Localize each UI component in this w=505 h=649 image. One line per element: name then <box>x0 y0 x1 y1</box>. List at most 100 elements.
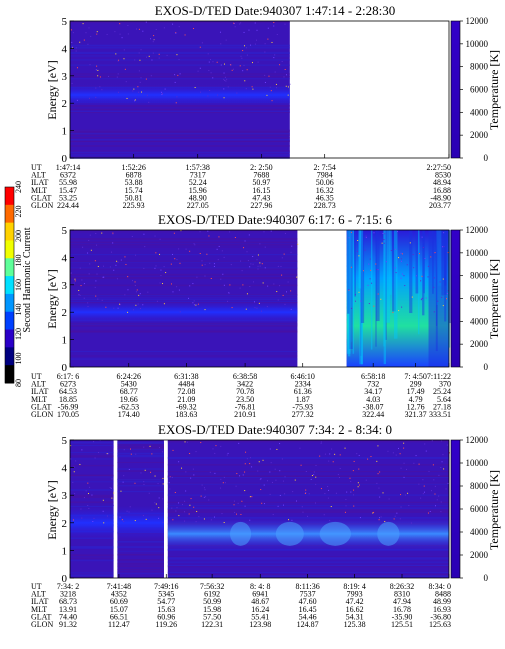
data-speckle <box>148 101 150 103</box>
data-speckle <box>368 303 370 305</box>
table-cell: 16.45 <box>299 605 317 614</box>
data-speckle <box>228 292 230 294</box>
data-speckle <box>155 28 157 30</box>
data-speckle <box>189 250 191 252</box>
table-cell: 123.98 <box>249 620 271 629</box>
data-striation <box>70 464 114 467</box>
data-speckle <box>165 272 167 274</box>
data-striation <box>167 475 450 478</box>
panel-1-ylabel: Energy [eV] <box>45 60 59 119</box>
data-speckle <box>184 34 186 36</box>
data-speckle <box>382 232 384 234</box>
data-speckle <box>152 41 154 43</box>
y2-tick-label: 2000 <box>470 550 489 560</box>
table-cell: 4484 <box>178 380 194 389</box>
data-speckle <box>313 474 315 476</box>
data-speckle <box>231 69 233 71</box>
data-striation <box>70 55 290 57</box>
data-speckle <box>353 494 355 496</box>
data-speckle <box>254 301 256 303</box>
data-striation <box>117 565 164 568</box>
panel-2-ylabel: Energy [eV] <box>45 269 59 328</box>
data-speckle <box>415 275 417 277</box>
data-speckle <box>80 285 82 287</box>
data-speckle <box>71 41 73 43</box>
table-cell: 64.53 <box>59 387 77 396</box>
data-streak <box>347 230 350 314</box>
data-speckle <box>94 260 96 262</box>
data-speckle <box>225 80 227 82</box>
data-striation <box>70 572 114 574</box>
data-speckle <box>96 33 98 35</box>
data-speckle <box>437 300 439 302</box>
data-speckle <box>95 232 97 234</box>
data-speckle <box>350 491 352 493</box>
data-speckle <box>373 511 375 513</box>
data-striation <box>167 558 450 560</box>
data-speckle <box>438 474 440 476</box>
data-speckle <box>273 283 275 285</box>
data-speckle <box>305 489 307 491</box>
colorbar-swatch <box>5 365 14 384</box>
data-streak <box>346 230 351 311</box>
data-speckle <box>119 303 121 305</box>
data-speckle <box>161 94 163 96</box>
data-speckle <box>264 51 266 53</box>
table-cell: 5430 <box>121 380 137 389</box>
data-speckle <box>300 464 302 466</box>
data-speckle <box>89 486 91 488</box>
data-speckle <box>189 285 191 287</box>
data-speckle <box>146 94 148 96</box>
data-speckle <box>357 239 359 241</box>
data-striation <box>117 563 164 565</box>
data-speckle <box>271 41 273 43</box>
panel-3-title: EXOS-D/TED Date:940307 7:34: 2 - 8:34: 0 <box>158 422 392 437</box>
data-speckle <box>147 291 149 293</box>
data-speckle <box>362 270 364 272</box>
y2-tick-label: 6000 <box>470 294 489 304</box>
data-speckle <box>348 289 350 291</box>
data-speckle <box>431 440 433 442</box>
data-speckle <box>427 512 429 514</box>
data-speckle <box>356 453 358 455</box>
data-speckle <box>150 75 152 77</box>
data-speckle <box>164 88 166 90</box>
data-speckle <box>156 300 158 302</box>
data-speckle <box>394 515 396 517</box>
table-cell: 1.87 <box>296 395 310 404</box>
data-speckle <box>189 504 191 506</box>
data-speckle <box>95 96 97 98</box>
data-speckle <box>96 273 98 275</box>
data-speckle <box>387 450 389 452</box>
table-row-label: MLT <box>31 395 47 404</box>
data-speckle <box>179 262 181 264</box>
data-striation <box>70 108 290 111</box>
data-speckle <box>247 260 249 262</box>
data-speckle <box>145 78 147 80</box>
data-striation <box>70 64 290 66</box>
colorbar-swatch <box>5 240 14 259</box>
data-speckle <box>356 250 358 252</box>
data-speckle <box>287 86 289 88</box>
data-speckle <box>421 297 423 299</box>
y2-tick-label: 12000 <box>466 16 489 26</box>
data-speckle <box>88 239 90 241</box>
data-speckle <box>319 455 321 457</box>
data-speckle <box>87 504 89 506</box>
data-speckle <box>384 521 386 523</box>
panel-1-y2label: Temperature [K] <box>487 50 501 130</box>
data-speckle <box>266 94 268 96</box>
table-row-label: MLT <box>31 605 47 614</box>
table-cell: 5345 <box>158 590 174 599</box>
data-speckle <box>188 513 190 515</box>
data-speckle <box>422 493 424 495</box>
data-striation <box>167 566 450 568</box>
data-speckle <box>409 242 411 244</box>
data-speckle <box>157 483 159 485</box>
table-cell: 6192 <box>204 590 220 599</box>
data-speckle <box>226 454 228 456</box>
data-speckle <box>233 504 235 506</box>
table-cell: 122.31 <box>201 620 223 629</box>
data-speckle <box>70 445 72 447</box>
data-speckle <box>242 474 244 476</box>
